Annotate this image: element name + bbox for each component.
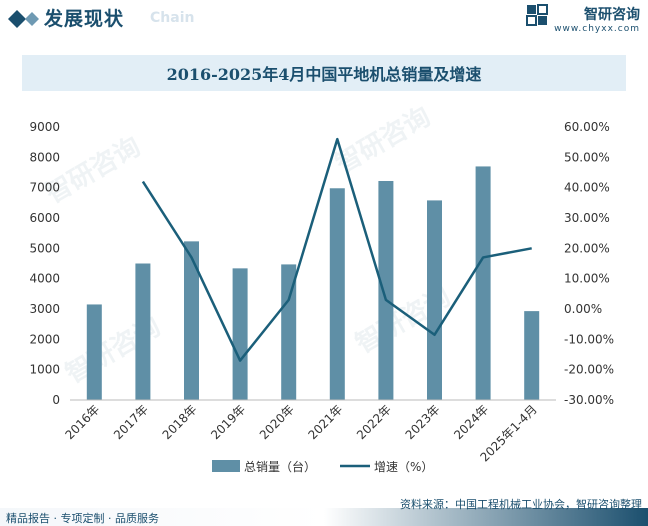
left-tick-label: 2000 xyxy=(29,332,60,346)
legend-line-label: 增速（%） xyxy=(374,460,433,474)
growth-line xyxy=(141,137,532,362)
right-tick-label: 30.00% xyxy=(564,211,610,225)
left-tick-label: 4000 xyxy=(29,272,60,286)
left-tick-label: 8000 xyxy=(29,150,60,164)
bar-4 xyxy=(281,264,297,400)
x-tick-label: 2019年 xyxy=(208,402,248,442)
footer: 资料来源：中国工程机械工业协会，智研咨询整理 精品报告 · 专项定制 · 品质服… xyxy=(0,490,648,526)
section-header: 发展现状 Chain 智研咨询 www.chyxx.com xyxy=(0,0,648,38)
footer-tagline: 精品报告 · 专项定制 · 品质服务 xyxy=(6,512,159,525)
source-note: 资料来源：中国工程机械工业协会，智研咨询整理 xyxy=(400,498,642,511)
brand-name: 智研咨询 xyxy=(584,7,640,23)
x-tick-label: 2017年 xyxy=(111,402,151,442)
right-tick-label: 40.00% xyxy=(564,181,610,195)
right-tick-label: -30.00% xyxy=(564,393,614,407)
x-axis: 2016年 2017年 2018年 2019年 2020年 2021年 2022年 2023年… xyxy=(62,399,556,465)
bar-8 xyxy=(475,166,491,400)
x-tick-label: 2016年 xyxy=(62,402,102,442)
left-tick-label: 7000 xyxy=(29,181,60,195)
right-axis-ticks: -30.00% -20.00% -10.00% 0.00% 10.00% 20.00% 30… xyxy=(564,120,614,407)
right-tick-label: 10.00% xyxy=(564,272,610,286)
legend-bar-swatch xyxy=(212,460,240,472)
left-tick-label: 5000 xyxy=(29,241,60,255)
left-axis-ticks: 0 1000 2000 3000 4000 5000 6000 7000 8000 9000 xyxy=(29,120,60,407)
right-tick-label: 0.00% xyxy=(564,302,602,316)
bar-3 xyxy=(232,268,248,400)
x-tick-label: 2022年 xyxy=(354,402,394,442)
left-tick-label: 0 xyxy=(52,393,60,407)
right-tick-label: 50.00% xyxy=(564,150,610,164)
bar-5 xyxy=(329,188,345,400)
bar-1 xyxy=(135,263,151,400)
legend-bar-label: 总销量（台） xyxy=(244,459,316,474)
bar-7 xyxy=(427,200,442,400)
x-tick-label: 2021年 xyxy=(305,402,345,442)
bar-9 xyxy=(524,311,540,400)
diamond-decoration-icon xyxy=(8,10,39,28)
x-tick-label: 2023年 xyxy=(403,402,443,442)
brand-block: 智研咨询 www.chyxx.com xyxy=(526,4,640,34)
legend: 总销量（台） 增速（%） xyxy=(212,459,433,474)
right-tick-label: -20.00% xyxy=(564,363,614,377)
footer-bar xyxy=(0,508,648,526)
left-tick-label: 9000 xyxy=(29,120,60,134)
x-tick-label: 2020年 xyxy=(257,402,297,442)
bar-2 xyxy=(184,241,199,400)
bar-6 xyxy=(378,180,394,400)
section-subtitle: Chain xyxy=(150,10,195,26)
line-series-group xyxy=(141,137,532,362)
left-tick-label: 3000 xyxy=(29,302,60,316)
brand-url: www.chyxx.com xyxy=(554,24,640,34)
chart-title-bar: 2016-2025年4月中国平地机总销量及增速 xyxy=(22,55,626,91)
x-tick-label: 2018年 xyxy=(160,402,200,442)
x-tick-label: 2024年 xyxy=(451,402,491,442)
chart-title: 2016-2025年4月中国平地机总销量及增速 xyxy=(166,65,482,84)
bar-series-group xyxy=(86,166,540,400)
left-tick-label: 6000 xyxy=(29,211,60,225)
left-tick-label: 1000 xyxy=(29,363,60,377)
bar-0 xyxy=(86,304,102,400)
right-tick-label: -10.00% xyxy=(564,332,614,346)
zhiyan-logo-icon xyxy=(526,4,549,26)
right-tick-label: 20.00% xyxy=(564,241,610,255)
section-title: 发展现状 xyxy=(44,8,125,30)
right-tick-label: 60.00% xyxy=(564,120,610,134)
